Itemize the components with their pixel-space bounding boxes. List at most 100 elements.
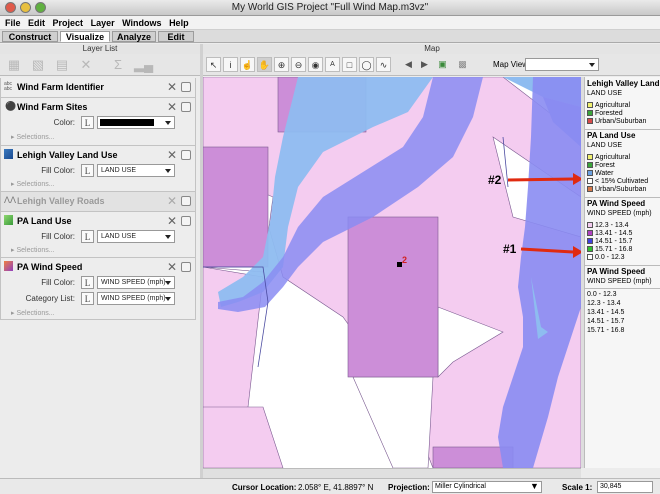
forward-arrow-icon[interactable]: ▶ <box>421 59 428 69</box>
zoom-to-layer-icon[interactable]: ▩ <box>458 59 467 69</box>
menu-windows[interactable]: Windows <box>122 18 162 28</box>
map-view-label: Map View: <box>493 60 531 69</box>
pan-icon[interactable]: ✋ <box>257 57 272 72</box>
legend-swatch <box>587 178 593 184</box>
scale-input[interactable]: 30,845 <box>597 481 653 493</box>
legend-swatch <box>587 162 593 168</box>
map-canvas[interactable]: #2 #1 2 <box>203 77 581 468</box>
legend-swatch <box>587 238 593 244</box>
tab-visualize[interactable]: Visualize <box>60 31 110 42</box>
pointer-icon[interactable]: ↖ <box>206 57 221 72</box>
back-arrow-icon[interactable]: ◀ <box>405 59 412 69</box>
remove-layer-icon[interactable]: ✕ <box>166 194 177 208</box>
list-icon[interactable]: ▤ <box>55 57 69 72</box>
fill-color-label: Fill Color: <box>41 166 75 175</box>
legend-style-button[interactable]: L <box>81 276 94 289</box>
legend-subtitle: LAND USE <box>587 90 623 97</box>
category-list-select[interactable]: WIND SPEED (mph) <box>97 292 175 305</box>
color-select[interactable] <box>97 116 175 129</box>
selections-link[interactable]: ▸ Selections... <box>11 134 55 141</box>
boundary-line <box>203 266 269 368</box>
ws-high-band <box>218 77 483 312</box>
lasso-icon[interactable]: ◯ <box>359 57 374 72</box>
layer-panel-lehigh-valley-roads[interactable]: ΛΛ Lehigh Valley Roads ✕ <box>0 192 196 212</box>
layer-panel-pa-wind-speed[interactable]: PA Wind Speed ✕ Fill Color: L WIND SPEED… <box>0 258 196 320</box>
legend-style-button[interactable]: L <box>81 116 94 129</box>
layer-options-icon[interactable] <box>181 82 191 92</box>
legend-swatch <box>587 254 593 260</box>
chevron-down-icon[interactable]: ▼ <box>530 481 539 491</box>
remove-layer-icon[interactable]: ✕ <box>166 100 177 114</box>
zoom-window-button[interactable] <box>35 2 46 13</box>
legend-item: 15.71 - 16.8 <box>587 246 632 253</box>
layer-options-icon[interactable] <box>181 102 191 112</box>
chart-icon[interactable]: ▂▄ <box>134 57 154 72</box>
legend-subtitle: WIND SPEED (mph) <box>587 278 652 285</box>
legend-style-button[interactable]: L <box>81 292 94 305</box>
layer-name: Lehigh Valley Roads <box>17 196 105 206</box>
fill-color-select[interactable]: WIND SPEED (mph) <box>97 276 175 289</box>
line-measure-icon[interactable]: ∿ <box>376 57 391 72</box>
close-window-button[interactable] <box>5 2 16 13</box>
tab-edit[interactable]: Edit <box>158 31 194 42</box>
zoom-in-icon[interactable]: ⊕ <box>274 57 289 72</box>
scale-label: Scale 1: <box>562 483 593 492</box>
legend-style-button[interactable]: L <box>81 164 94 177</box>
selections-link[interactable]: ▸ Selections... <box>11 181 55 188</box>
legend-swatch <box>587 118 593 124</box>
menu-edit[interactable]: Edit <box>28 18 46 28</box>
ws-high-region <box>543 97 581 147</box>
wind-farm-site-label: 2 <box>402 255 407 265</box>
tab-analyze[interactable]: Analyze <box>112 31 156 42</box>
globe-icon[interactable]: ◉ <box>308 57 323 72</box>
selections-link[interactable]: ▸ Selections... <box>11 247 55 254</box>
map-vertical-scrollbar[interactable] <box>581 77 584 468</box>
label-tool-icon[interactable]: A <box>325 57 340 72</box>
remove-layer-icon[interactable]: ✕ <box>166 148 177 162</box>
layer-panel-wind-farm-sites[interactable]: ⚫ Wind Farm Sites ✕ Color: L ▸ Selection… <box>0 98 196 146</box>
table-icon[interactable]: ▦ <box>7 57 21 72</box>
layer-list-header: Layer List <box>0 44 200 54</box>
tab-construct[interactable]: Construct <box>2 31 58 42</box>
remove-layer-icon[interactable]: ✕ <box>166 80 177 94</box>
annotation-arrowhead-1 <box>573 246 581 258</box>
menu-project[interactable]: Project <box>52 18 84 28</box>
grid-icon[interactable]: ▧ <box>31 57 45 72</box>
info-pointer-icon[interactable]: i <box>223 57 238 72</box>
menu-file[interactable]: File <box>5 18 21 28</box>
fill-color-select[interactable]: LAND USE <box>97 230 175 243</box>
layer-options-icon[interactable] <box>181 216 191 226</box>
annotation-1: #1 <box>503 242 517 256</box>
legend-style-button[interactable]: L <box>81 230 94 243</box>
legend-swatch <box>587 154 593 160</box>
layer-options-icon[interactable] <box>181 150 191 160</box>
wind-farm-site-marker <box>397 262 402 267</box>
menu-help[interactable]: Help <box>169 18 189 28</box>
remove-layer-icon[interactable]: ✕ <box>166 214 177 228</box>
fill-color-select[interactable]: LAND USE <box>97 164 175 177</box>
zoom-out-icon[interactable]: ⊖ <box>291 57 306 72</box>
remove-layer-icon[interactable]: ✕ <box>166 260 177 274</box>
zoom-to-fit-icon[interactable]: ▣ <box>438 59 447 69</box>
panel-splitter[interactable] <box>200 44 203 478</box>
layer-name: PA Land Use <box>17 216 72 226</box>
minimize-window-button[interactable] <box>20 2 31 13</box>
menu-layer[interactable]: Layer <box>90 18 115 28</box>
selections-link[interactable]: ▸ Selections... <box>11 310 55 317</box>
rectangle-select-icon[interactable]: □ <box>342 57 357 72</box>
layer-options-icon[interactable] <box>181 196 191 206</box>
layer-panel-lehigh-valley-land-use[interactable]: Lehigh Valley Land Use ✕ Fill Color: L L… <box>0 146 196 192</box>
map-view-select[interactable] <box>525 58 599 71</box>
legend-swatch <box>587 102 593 108</box>
layer-panel-wind-farm-identifier[interactable]: abc abc Wind Farm Identifier ✕ <box>0 78 196 98</box>
hand-select-icon[interactable]: ☝ <box>240 57 255 72</box>
layer-options-icon[interactable] <box>181 262 191 272</box>
map-horizontal-scrollbar[interactable] <box>203 468 581 478</box>
layer-panel-pa-land-use[interactable]: PA Land Use ✕ Fill Color: L LAND USE ▸ S… <box>0 212 196 258</box>
mode-tab-bar: Construct Visualize Analyze Edit <box>0 30 660 43</box>
layer-name: Lehigh Valley Land Use <box>17 150 118 160</box>
delete-icon[interactable]: ✕ <box>80 57 92 72</box>
map-svg[interactable]: #2 #1 2 <box>203 77 581 468</box>
sum-icon[interactable]: Σ <box>113 57 123 72</box>
projection-select[interactable]: Miller Cylindrical <box>432 481 542 493</box>
